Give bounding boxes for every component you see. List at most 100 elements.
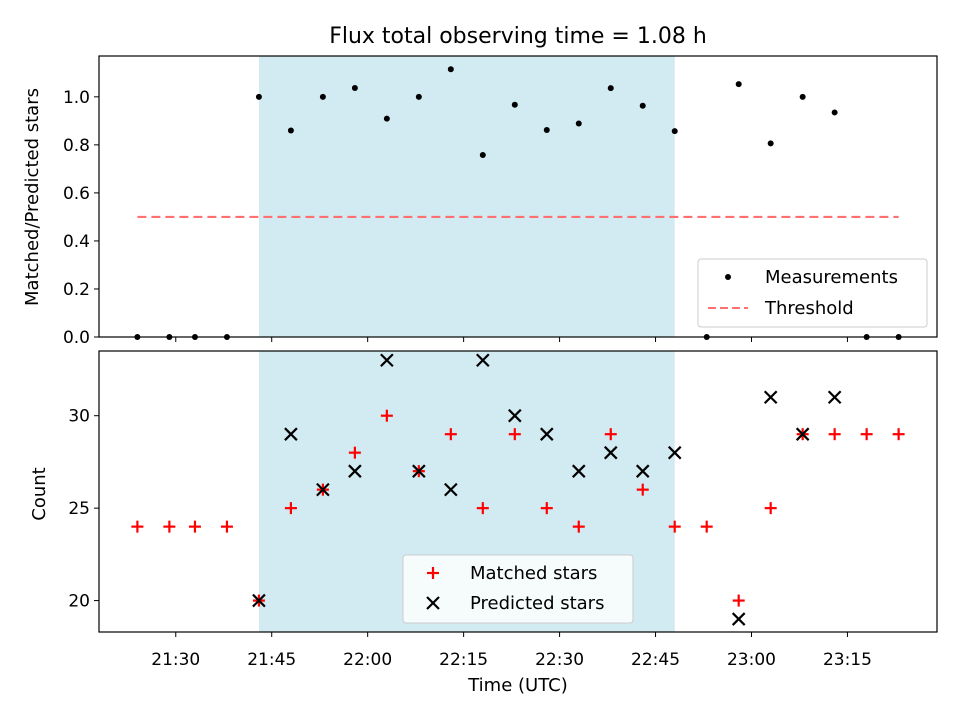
count-marks [131, 353, 905, 626]
predicted-star-point [795, 427, 810, 441]
count-plot-frame [98, 350, 938, 633]
predicted-x-b [667, 445, 682, 460]
matched-star-point [732, 594, 745, 607]
predicted-x-b [635, 464, 650, 478]
measurement-point [287, 127, 294, 134]
measurement-point [543, 126, 550, 133]
predicted-x-b [603, 445, 618, 460]
predicted-x-b [412, 464, 426, 478]
predicted-star-point [540, 427, 554, 441]
predicted-star-point [603, 445, 618, 460]
observing-span [258, 56, 675, 337]
legend-measurements-marker [725, 274, 731, 280]
predicted-x-b [476, 353, 490, 368]
x-tick-label: 22:30 [535, 650, 584, 670]
predicted-x-b [316, 482, 330, 497]
x-tick-label: 21:45 [247, 650, 296, 670]
legend-measurements-label: Measurements [765, 267, 898, 288]
x-tick-label: 22:15 [439, 650, 488, 670]
matched-star-point [636, 483, 649, 496]
predicted-star-point [444, 482, 458, 497]
x-tick-label: 22:45 [631, 650, 680, 670]
count-x-axis: 21:30 21:45 22:00 22:15 22:30 22:45 23:00 23:15 [151, 632, 872, 670]
predicted-x-b [444, 482, 458, 497]
predicted-x-b [348, 464, 362, 478]
measurement-point [415, 93, 422, 100]
ratio-plot-frame [98, 55, 938, 338]
measurement-point [383, 115, 390, 122]
matched-star-point [700, 520, 713, 533]
ratio-x-axis [175, 337, 848, 342]
x-tick-label: 23:00 [727, 650, 776, 670]
matched-star-point [131, 520, 144, 533]
matched-star-point [892, 428, 905, 441]
predicted-x-b [252, 593, 266, 608]
predicted-star-point [380, 353, 394, 368]
y-tick-label: 1.0 [63, 88, 90, 108]
predicted-star-point [635, 464, 650, 478]
measurement-point [767, 140, 774, 147]
matched-star-point [604, 428, 617, 441]
measurement-point [639, 102, 646, 109]
matched-star-point [220, 520, 233, 533]
measurement-point [255, 93, 262, 100]
ratio-legend: Measurements Threshold [697, 258, 928, 328]
predicted-x-b [508, 408, 522, 423]
measurement-point [479, 151, 486, 158]
y-tick-label: 0.4 [63, 232, 90, 252]
chart-title: Flux total observing time = 1.08 h [329, 24, 707, 49]
y-tick-label: 30 [68, 407, 90, 427]
y-tick-label: 0.6 [63, 184, 90, 204]
predicted-star-point [763, 390, 778, 404]
measurement-point [735, 81, 742, 88]
predicted-star-point [508, 408, 522, 423]
y-tick-label: 0.8 [63, 136, 90, 156]
predicted-star-point [731, 612, 746, 626]
matched-star-point [860, 428, 873, 441]
measurement-point [447, 66, 454, 73]
matched-star-point [764, 502, 777, 515]
ratio-y-label: Matched/Predicted stars [22, 88, 43, 306]
matched-star-point [828, 428, 841, 441]
matched-star-point [668, 520, 681, 533]
predicted-star-point [284, 427, 298, 441]
x-tick-label: 21:30 [151, 650, 200, 670]
matched-star-point [163, 520, 176, 533]
matched-star-point [476, 502, 489, 515]
x-tick-label: 22:00 [343, 650, 392, 670]
measurement-point [831, 109, 838, 116]
matched-star-point [188, 520, 201, 533]
count-y-label: Count [29, 467, 50, 520]
legend-matched-marker [427, 567, 439, 579]
predicted-x-b [731, 612, 746, 626]
measurement-point [511, 101, 518, 108]
predicted-star-point [571, 464, 586, 478]
matched-star-point [572, 520, 585, 533]
matched-star-point [508, 428, 521, 441]
predicted-star-point [348, 464, 362, 478]
predicted-star-point [252, 593, 266, 608]
measurement-point [319, 93, 326, 100]
y-tick-label: 25 [68, 499, 90, 519]
predicted-x-b [284, 427, 298, 441]
predicted-x-b [540, 427, 554, 441]
predicted-x-b [571, 464, 586, 478]
measurement-point [351, 84, 358, 91]
measurement-point [607, 85, 614, 92]
matched-star-point [444, 428, 457, 441]
predicted-x-b [827, 390, 842, 404]
y-tick-label: 0.0 [63, 328, 90, 348]
ratio-panel: 0.0 0.2 0.4 0.6 0.8 1.0 Matched/Predicted sta… [22, 55, 938, 348]
legend-matched-label: Matched stars [470, 563, 597, 584]
predicted-star-point [827, 390, 842, 404]
count-x-label: Time (UTC) [467, 675, 568, 696]
measurement-point [575, 120, 582, 127]
matched-star-point [380, 409, 393, 422]
predicted-x-b [763, 390, 778, 404]
predicted-star-point [476, 353, 490, 368]
predicted-star-point [667, 445, 682, 460]
measurement-point [799, 93, 806, 100]
predicted-star-point [412, 464, 426, 478]
count-y-axis: 20 25 30 [68, 407, 99, 612]
